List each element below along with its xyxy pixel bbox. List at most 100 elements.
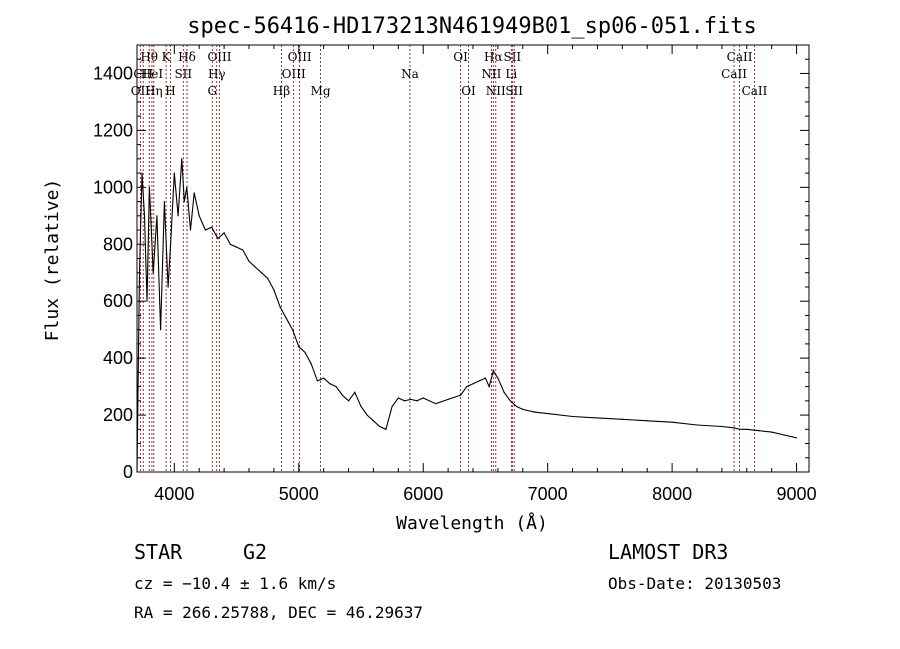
y-tick-label: 800 [103,234,133,254]
flux-point [671,421,673,423]
spectral-line-label: OIII [207,50,231,64]
spectral-line-label: CaII [742,84,768,98]
flux-point [503,391,505,393]
coordinates: RA = 266.25788, DEC = 46.29637 [134,603,423,622]
y-tick-label: 200 [103,405,133,425]
spectral-line-label: Mg [311,84,331,98]
flux-point [783,434,785,436]
flux-point [733,427,735,429]
flux-series-line [137,158,797,472]
flux-point [472,383,474,385]
flux-point [316,380,319,382]
flux-point [198,215,200,217]
y-tick-label: 400 [103,348,133,368]
flux-point [279,306,281,308]
flux-point [248,260,250,262]
y-axis-label: Flux (relative) [42,179,63,342]
flux-point [204,229,207,231]
spectral-line-label: SII [174,67,192,81]
flux-point [522,408,524,410]
x-tick-label: 4000 [154,484,194,504]
spectral-line-label: H [165,84,175,98]
flux-point [422,397,424,399]
flux-point [646,420,648,422]
flux-point [183,200,185,203]
flux-point [235,246,238,248]
flux-point [403,400,406,402]
y-tick-label: 1000 [93,177,133,197]
spectral-line-label: SII [503,50,521,64]
spectral-line-label: G [207,84,217,98]
flux-point [260,272,263,274]
flux-point [167,286,169,288]
flux-point [447,398,449,401]
flux-point [459,394,462,396]
flux-point [211,226,213,228]
flux-point [466,386,468,388]
flux-point [416,400,418,402]
x-tick-label: 7000 [528,484,568,504]
spectral-line-label: Hγ [208,67,226,81]
flux-point [758,430,760,432]
spectral-line-label: NII [486,84,506,98]
spectral-line-label: SII [505,84,523,98]
flux-point [547,413,549,415]
flux-point [242,249,244,251]
flux-point [571,415,574,418]
flux-point [354,391,356,393]
y-tick-label: 600 [103,291,133,311]
flux-point [596,417,599,419]
flux-point [492,370,494,372]
flux-point [391,405,393,408]
flux-point [366,414,368,416]
spectral-line-label: Hη [145,84,163,98]
spectral-line-label: Na [401,67,419,81]
x-tick-label: 9000 [777,484,817,504]
flux-point [435,403,437,405]
flux-point [347,400,350,402]
subclass-label: G2 [243,540,268,564]
flux-point [771,431,773,433]
spectral-line-label: NII [481,67,501,81]
flux-point [509,400,511,402]
flux-point [267,277,269,280]
flux-point [385,428,387,430]
flux-point [534,411,536,413]
flux-point [497,377,499,379]
flux-point [341,394,343,396]
flux-point [173,172,175,174]
spectral-line-label: Hα [484,50,503,64]
axis-layer: 4000 5000 6000 7000 8000 9000 0 200 400 600 800 100… [93,45,817,504]
flux-point [143,215,146,217]
flux-point [335,386,337,388]
spectral-line-label: OIII [288,50,312,64]
survey-label: LAMOST DR3 [608,540,729,564]
flux-point [379,425,381,428]
flux-point [696,424,698,426]
spectral-line-label: OII [131,84,151,98]
flux-point [323,377,325,379]
flux-point [795,437,798,439]
flux-point [229,243,231,245]
class-label: STAR [134,540,183,564]
flux-point [304,351,306,354]
flux-point [189,229,192,231]
obs-date: Obs-Date: 20130503 [608,574,782,593]
spectral-line-label: CH [133,67,153,81]
flux-point [146,300,148,302]
flux-point [488,386,490,388]
flux-point [141,172,143,174]
cz-value: cz = −10.4 ± 1.6 km/s [134,574,337,593]
flux-point [156,215,158,217]
flux-point [152,272,154,274]
spectral-line-label: CaII [721,67,747,81]
flux-point [515,405,518,408]
flux-point [254,266,256,268]
y-tick-label: 1400 [93,63,133,83]
spectral-line-label: OI [453,50,468,64]
flux-point [478,380,480,382]
spectral-line-label: Li [505,67,517,81]
spectral-line-label: K [162,50,172,64]
chart-title: spec-56416-HD173213N461949B01_sp06-051.f… [187,14,757,39]
